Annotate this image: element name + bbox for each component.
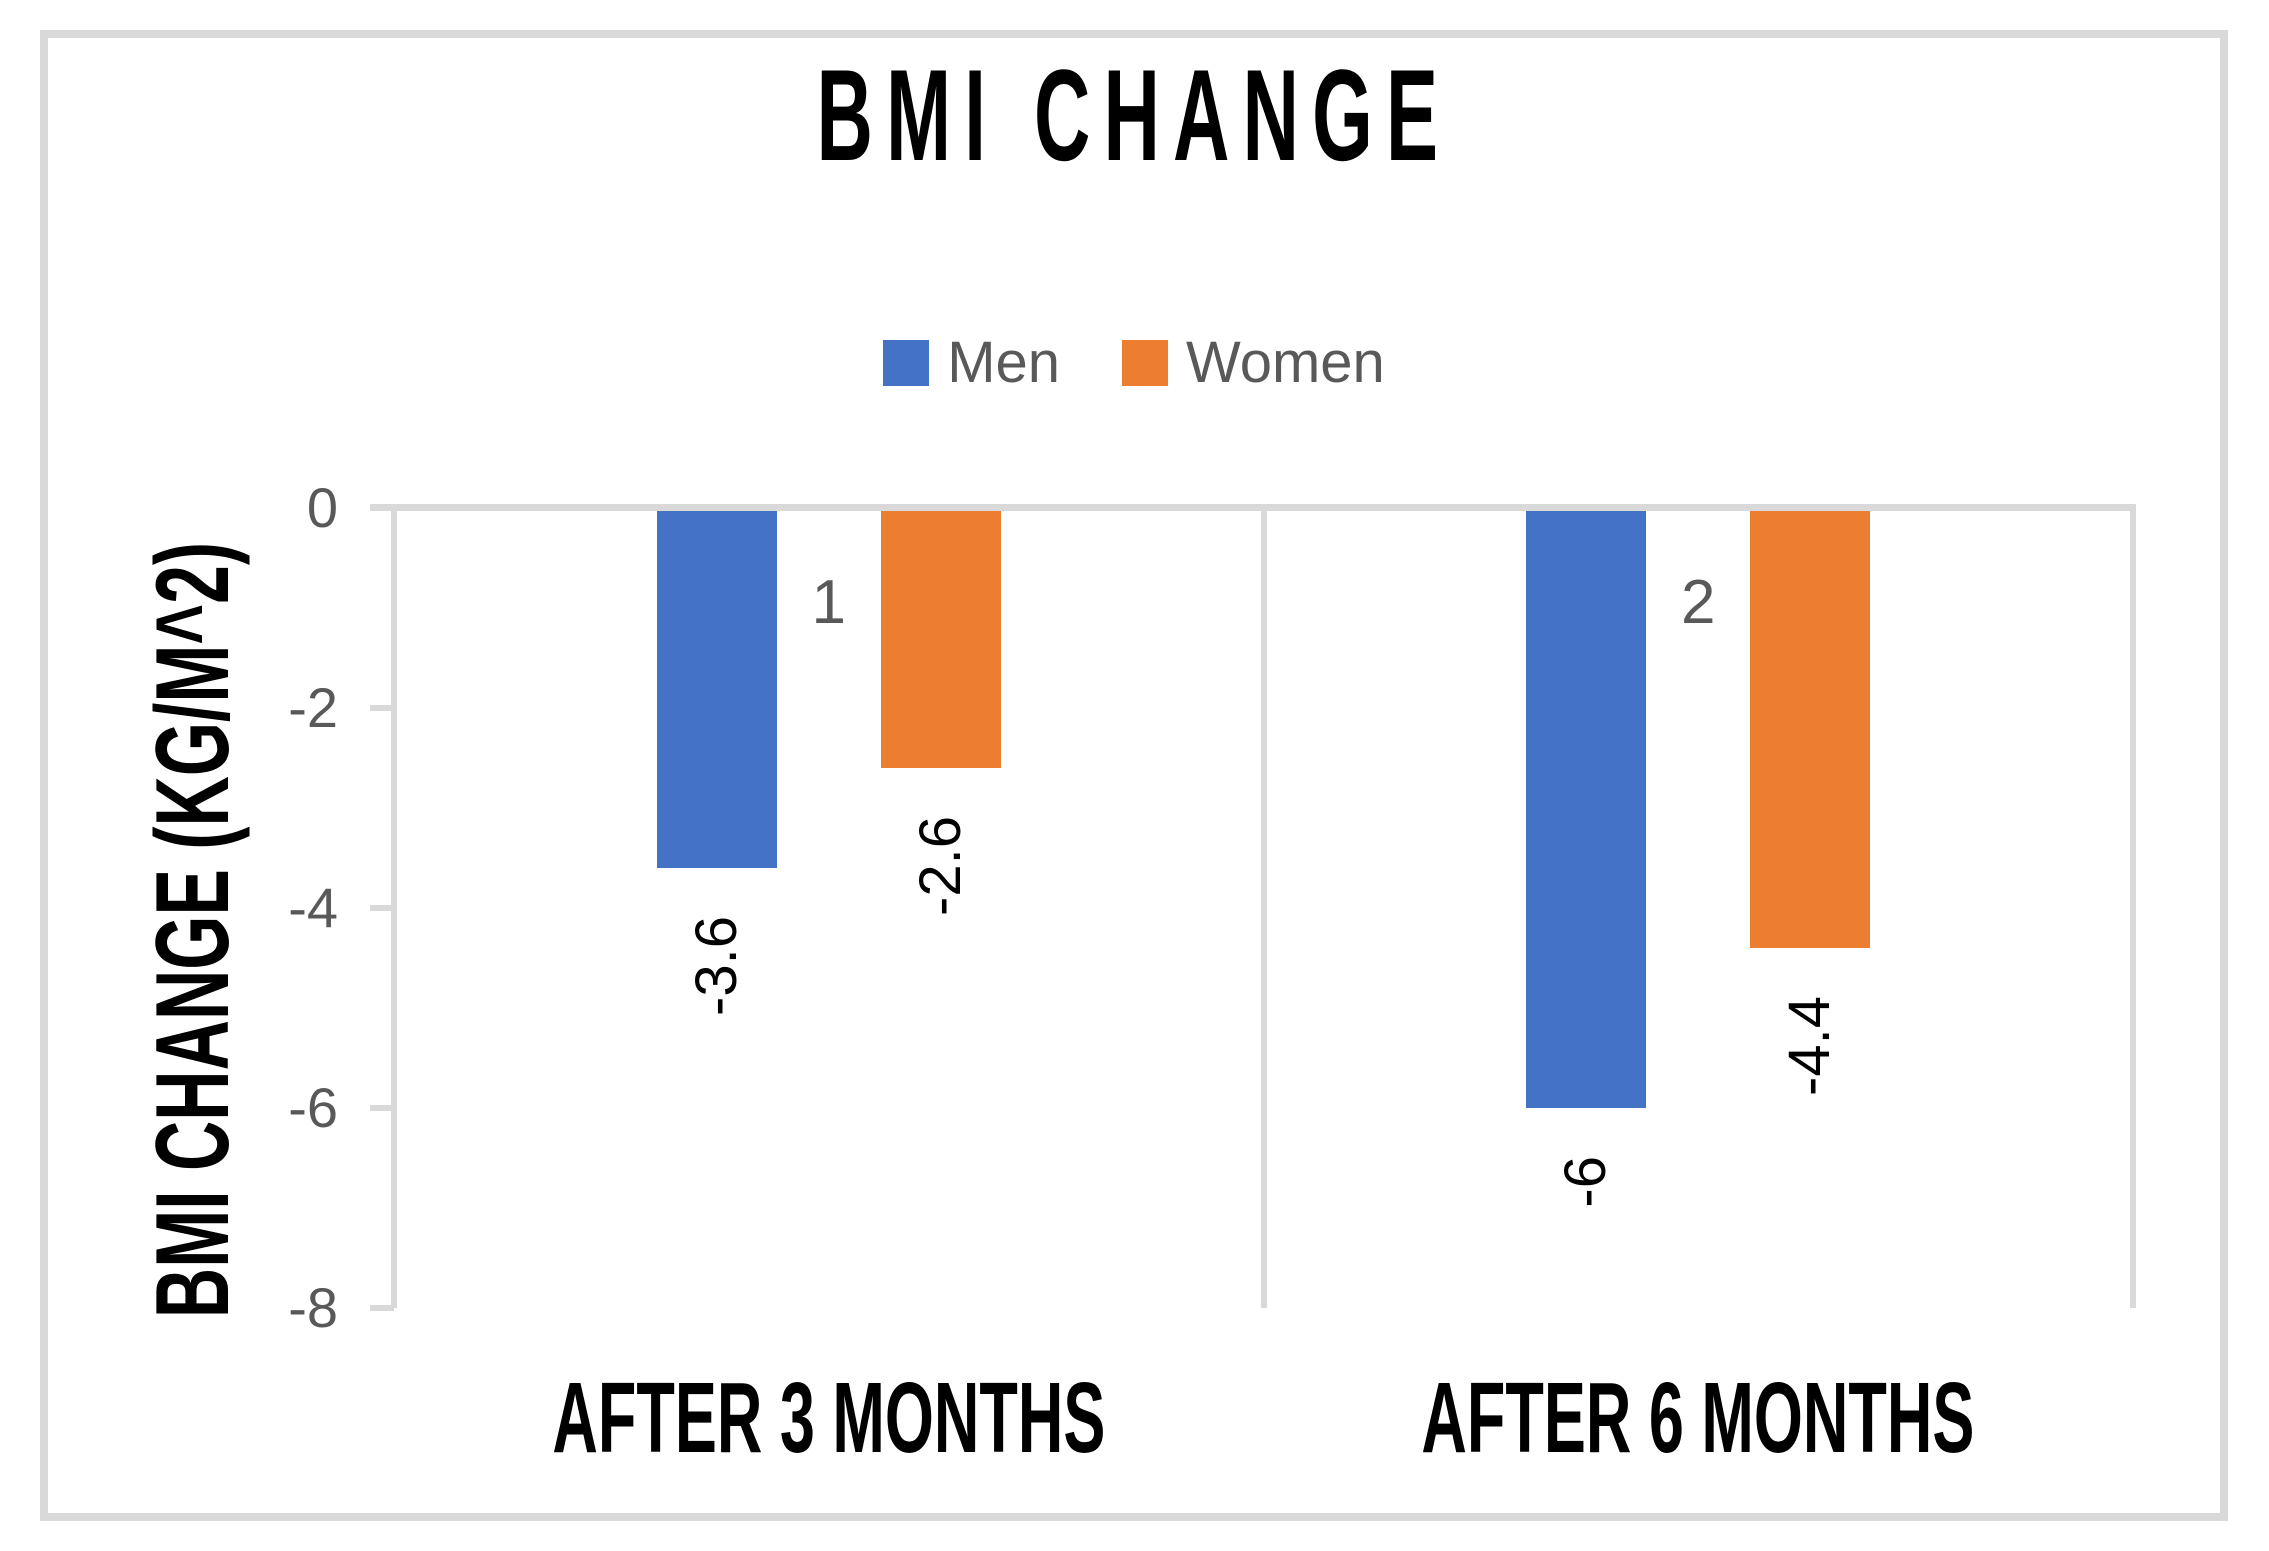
legend-item-men: Men — [883, 334, 1060, 392]
annotation-number: 2 — [1681, 568, 1716, 637]
y-axis-tick — [370, 1105, 394, 1111]
category-label-text: AFTER 3 MONTHS — [552, 1362, 1106, 1474]
legend-swatch-men — [883, 340, 930, 386]
y-axis-tick — [370, 705, 394, 711]
chart-outer-frame — [40, 30, 2228, 1521]
zero-gridline — [370, 504, 2133, 511]
legend-swatch-women — [1122, 340, 1169, 386]
y-axis-tick-label: -6 — [288, 1076, 338, 1139]
legend-label: Men — [947, 330, 1061, 395]
y-axis-tick — [370, 1305, 394, 1311]
y-axis-tick-label: 0 — [306, 476, 338, 539]
y-axis-line — [391, 504, 397, 1308]
bar-data-label: -2.6 — [907, 816, 973, 916]
category-label-1: AFTER 6 MONTHS — [1098, 1368, 2269, 1468]
legend: Men Women — [40, 333, 2228, 393]
bar-women-category-1 — [1750, 511, 1871, 948]
bar-men-category-0 — [656, 511, 777, 868]
category-label-text: AFTER 6 MONTHS — [1421, 1362, 1975, 1474]
chart-title: BMI CHANGE — [40, 50, 2228, 180]
annotation-number: 1 — [811, 568, 846, 637]
chart-title-text: BMI CHANGE — [816, 42, 1452, 188]
y-axis-tick — [370, 905, 394, 911]
bar-data-label: -3.6 — [683, 916, 749, 1016]
bar-women-category-0 — [880, 511, 1001, 768]
category-label-0: AFTER 3 MONTHS — [229, 1368, 1429, 1468]
bar-data-label: -6 — [1553, 1156, 1619, 1208]
legend-item-women: Women — [1122, 334, 1385, 392]
bar-data-label: -4.4 — [1777, 996, 1843, 1096]
plot-right-edge-line — [2130, 504, 2136, 1308]
bar-men-category-1 — [1526, 511, 1647, 1108]
y-axis-tick-label: -4 — [288, 876, 338, 939]
y-axis-tick-label: -8 — [288, 1276, 338, 1339]
y-axis-tick-label: -2 — [288, 676, 338, 739]
category-separator-line — [1260, 504, 1267, 1308]
legend-label: Women — [1186, 330, 1385, 395]
